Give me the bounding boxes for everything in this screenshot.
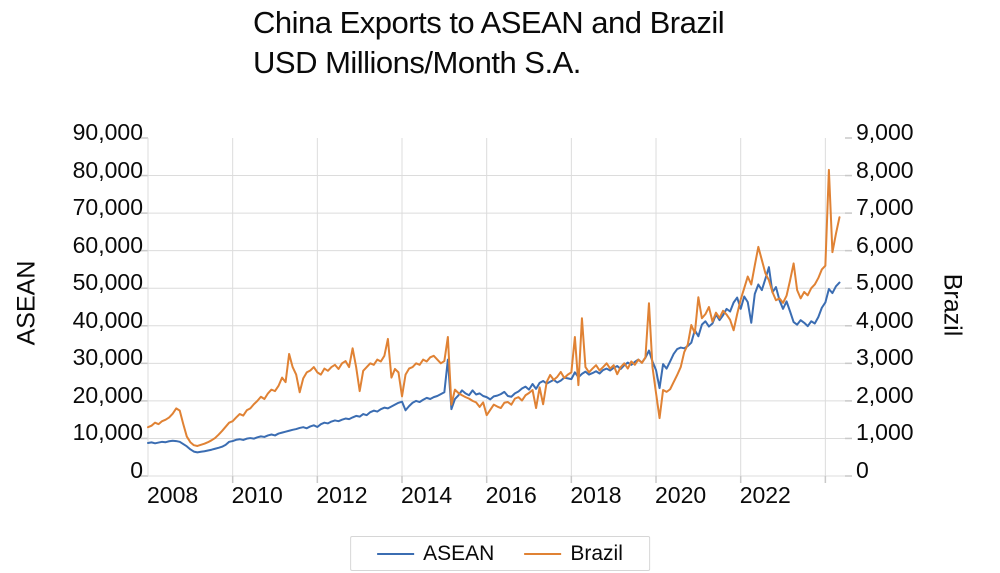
left-axis-tick-label: 50,000 (72, 269, 143, 296)
legend-label: ASEAN (423, 542, 495, 565)
left-axis-tick-label: 10,000 (72, 419, 143, 446)
x-axis-tick-label: 2014 (401, 482, 453, 508)
legend-item-brazil: Brazil (524, 543, 623, 564)
series-line-brazil (147, 168, 841, 447)
chart-title: China Exports to ASEAN and Brazil (253, 5, 725, 40)
x-axis-tick-label: 2018 (570, 482, 622, 508)
legend-label: Brazil (570, 542, 623, 565)
series-line-asean (147, 266, 841, 454)
right-axis-tick-label: 1,000 (856, 419, 914, 446)
x-axis-tick-label: 2020 (655, 482, 707, 508)
x-axis-tick-label: 2022 (739, 482, 791, 508)
right-axis-title: Brazil (938, 273, 967, 337)
right-axis-tick-label: 5,000 (856, 269, 914, 296)
left-axis-title: ASEAN (12, 260, 41, 346)
right-axis-tick-label: 7,000 (856, 194, 914, 221)
right-axis-tick-label: 4,000 (856, 306, 914, 333)
right-axis-tick-label: 3,000 (856, 344, 914, 371)
right-axis-tick-label: 0 (856, 457, 869, 483)
left-axis-tick-label: 40,000 (72, 306, 143, 333)
left-axis-tick-label: 80,000 (72, 156, 143, 183)
left-axis-tick-label: 70,000 (72, 194, 143, 221)
x-axis-tick-label: 2016 (485, 482, 537, 508)
left-axis-tick-label: 0 (130, 457, 143, 483)
right-axis-tick-label: 6,000 (856, 231, 914, 258)
chart-subtitle: USD Millions/Month S.A. (253, 45, 581, 80)
legend-line-swatch (377, 552, 415, 555)
right-axis-tick-label: 9,000 (856, 119, 914, 145)
legend: ASEAN Brazil (350, 536, 650, 571)
x-axis-tick-label: 2008 (147, 482, 199, 508)
legend-item-asean: ASEAN (377, 543, 494, 564)
x-axis-tick-label: 2010 (231, 482, 283, 508)
left-axis-tick-label: 20,000 (72, 381, 143, 408)
x-axis-tick-label: 2012 (316, 482, 368, 508)
left-axis-tick-label: 60,000 (72, 231, 143, 258)
right-axis-tick-label: 2,000 (856, 381, 914, 408)
legend-line-swatch (524, 552, 562, 555)
left-axis-tick-label: 30,000 (72, 344, 143, 371)
right-axis-tick-label: 8,000 (856, 156, 914, 183)
left-axis-tick-label: 90,000 (72, 119, 143, 145)
